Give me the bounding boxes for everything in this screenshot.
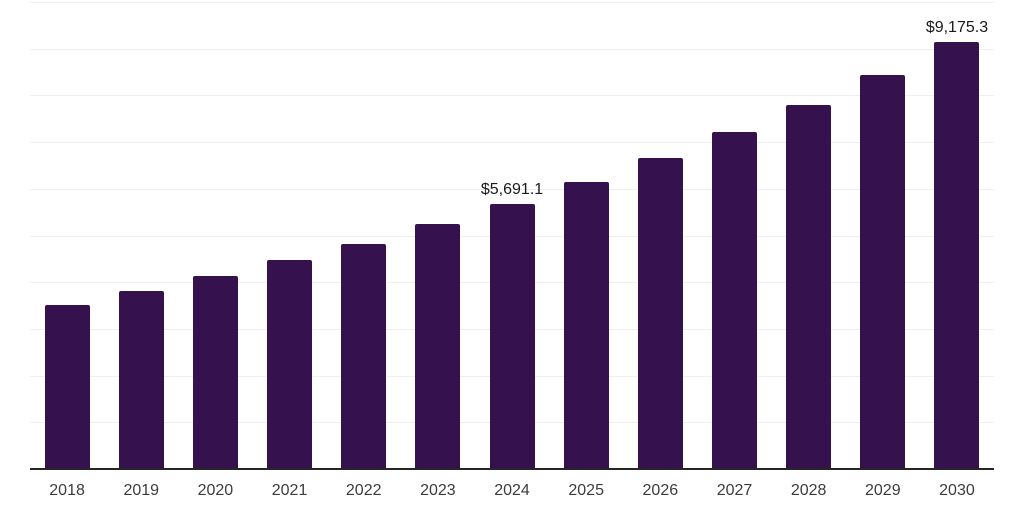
bar-value-label-2024: $5,691.1 [480, 181, 544, 199]
bar-band [327, 3, 401, 470]
bar-band [846, 3, 920, 470]
x-axis-label-2018: 2018 [49, 482, 85, 499]
bar-2029 [860, 74, 906, 470]
bar-2027 [711, 132, 757, 470]
bar-2023 [415, 223, 461, 470]
gridline [30, 48, 994, 50]
x-axis-label-2023: 2023 [420, 482, 456, 499]
x-axis-labels: 2018 2019 2020 2021 2022 2023 2024 2025 2026 2027… [30, 481, 994, 500]
bar-2021 [267, 260, 313, 470]
bar-band [30, 3, 104, 470]
bar-2030: $9,175.3 [926, 19, 988, 470]
x-axis-label-2019: 2019 [123, 482, 160, 499]
x-axis-label-2025: 2025 [568, 482, 604, 499]
bars-container: $5,691.1 $9,175.3 [30, 3, 994, 470]
bar-band [623, 3, 697, 470]
bar-band: $5,691.1 [475, 3, 549, 470]
bar-band: $9,175.3 [920, 3, 994, 470]
bar-band [401, 3, 475, 470]
bar-band [252, 3, 326, 470]
bar-2028 [786, 104, 832, 470]
bar-2019 [118, 291, 164, 470]
bar-band [178, 3, 252, 470]
bar-2018 [44, 305, 90, 470]
x-axis-label-2026: 2026 [642, 482, 679, 499]
gridline [30, 142, 994, 144]
bar-2026 [637, 158, 683, 470]
x-axis-label-2029: 2029 [865, 482, 901, 499]
bar-band [772, 3, 846, 470]
gridline [30, 188, 994, 190]
gridline [30, 95, 994, 97]
bar-2022 [341, 243, 387, 470]
x-axis-line [30, 468, 994, 470]
bar-band [697, 3, 771, 470]
x-axis-label-2027: 2027 [716, 482, 753, 499]
x-axis-label-2020: 2020 [197, 482, 234, 499]
bar-2024: $5,691.1 [481, 182, 543, 470]
x-axis-label-2022: 2022 [345, 482, 382, 499]
bar-2025 [563, 182, 609, 470]
x-axis-label-2028: 2028 [790, 482, 827, 499]
x-axis-label-2021: 2021 [271, 482, 308, 499]
gridline [30, 2, 994, 3]
x-axis-label-2030: 2030 [939, 482, 975, 499]
x-axis-label-2024: 2024 [494, 482, 530, 499]
bar-value-label-2030: $9,175.3 [925, 18, 989, 36]
bar-band [549, 3, 623, 470]
bar-2020 [192, 276, 238, 470]
plot-area: $5,691.1 $9,175.3 [30, 2, 994, 470]
bar-band [104, 3, 178, 470]
